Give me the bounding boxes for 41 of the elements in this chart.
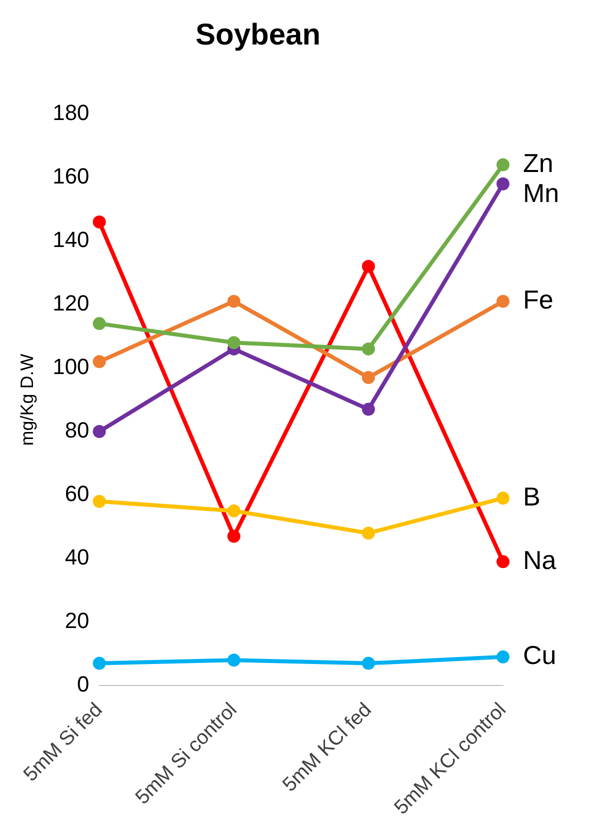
point [227, 530, 240, 543]
point [496, 294, 510, 308]
y-tick-label: 140 [52, 227, 90, 252]
y-tick-label: 60 [64, 481, 90, 506]
y-tick-label: 120 [52, 290, 90, 316]
point [227, 336, 240, 350]
y-tick-label: 160 [52, 164, 90, 189]
point [92, 355, 106, 368]
y-tick-label: 40 [64, 544, 90, 570]
point [496, 650, 510, 664]
y-tick-label: 0 [77, 672, 90, 697]
y-tick-label: 80 [64, 418, 90, 443]
point [362, 342, 375, 356]
point [362, 402, 375, 416]
point [496, 555, 510, 568]
y-tick-label: 20 [64, 608, 90, 634]
point [92, 656, 106, 670]
point [92, 494, 106, 508]
point [362, 656, 375, 670]
series-label: Cu [523, 640, 556, 670]
series-label: Na [523, 544, 557, 575]
point [227, 294, 240, 308]
point [362, 260, 375, 273]
point [496, 492, 510, 505]
y-tick-label: 100 [52, 354, 90, 380]
point [227, 654, 240, 667]
point [92, 317, 106, 330]
chart-title: Soybean [195, 18, 321, 52]
point [496, 158, 510, 172]
series-label: B [523, 481, 540, 512]
point [227, 504, 240, 518]
point [496, 177, 510, 190]
point [362, 526, 375, 540]
series-label: Fe [523, 284, 554, 314]
series-label: Mn [523, 178, 560, 208]
series-label: Zn [523, 148, 554, 178]
y-axis-title: mg/Kg D.W [16, 354, 37, 446]
point [362, 371, 375, 384]
point [92, 215, 106, 228]
y-tick-label: 180 [52, 100, 90, 126]
point [92, 425, 106, 438]
